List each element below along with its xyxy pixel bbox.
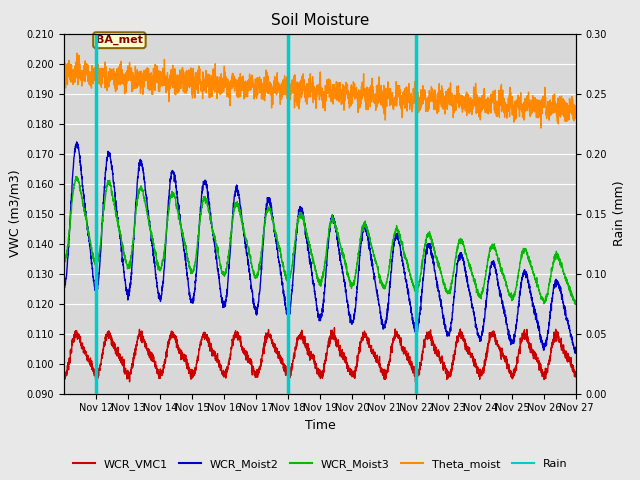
Title: Soil Moisture: Soil Moisture — [271, 13, 369, 28]
Y-axis label: Rain (mm): Rain (mm) — [613, 181, 626, 246]
X-axis label: Time: Time — [305, 419, 335, 432]
Text: BA_met: BA_met — [96, 35, 143, 46]
Legend: WCR_VMC1, WCR_Moist2, WCR_Moist3, Theta_moist, Rain: WCR_VMC1, WCR_Moist2, WCR_Moist3, Theta_… — [68, 455, 572, 474]
Y-axis label: VWC (m3/m3): VWC (m3/m3) — [8, 170, 21, 257]
